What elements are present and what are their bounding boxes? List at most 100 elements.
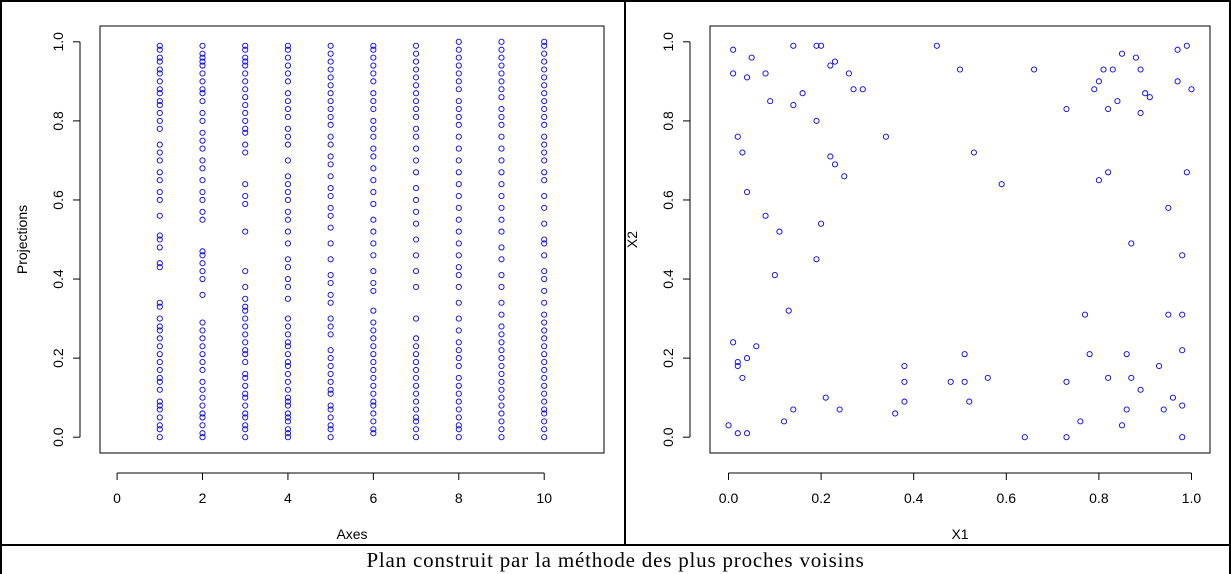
data-point [242, 54, 249, 61]
data-point [734, 133, 741, 140]
data-point [956, 66, 964, 73]
data-point [156, 264, 163, 271]
data-point [743, 74, 751, 81]
data-point [813, 42, 820, 49]
data-point [284, 398, 291, 405]
data-point [541, 38, 548, 45]
plot-area-box [709, 25, 1211, 454]
data-point [498, 38, 505, 45]
data-point [242, 351, 249, 358]
data-point [156, 315, 163, 322]
data-point [541, 236, 548, 243]
data-point [370, 402, 377, 409]
data-point [541, 311, 548, 318]
data-point [156, 351, 163, 358]
data-point [284, 275, 291, 283]
data-point [156, 406, 163, 413]
y-tick-label: 0.2 [660, 348, 676, 368]
data-point [498, 169, 505, 176]
data-point [498, 283, 505, 290]
data-point [1165, 311, 1172, 318]
data-point [156, 66, 163, 73]
data-point [413, 351, 420, 358]
y-tick-label: 1.0 [660, 32, 676, 52]
data-point [1077, 418, 1084, 425]
data-point [156, 125, 163, 132]
data-point [1081, 311, 1089, 318]
x-tick-label: 2 [199, 490, 207, 506]
data-point [370, 133, 377, 140]
data-point [541, 204, 548, 211]
data-point [455, 283, 462, 290]
data-point [413, 343, 420, 350]
data-point [284, 283, 291, 290]
data-point [1086, 351, 1093, 358]
data-point [498, 362, 505, 370]
x-tick-label: 0 [113, 490, 121, 506]
data-point [541, 42, 548, 49]
data-point [370, 279, 377, 287]
data-point [284, 42, 291, 49]
data-point [370, 252, 377, 259]
data-point [455, 382, 462, 389]
data-point [284, 228, 291, 235]
data-point [327, 291, 334, 298]
data-point [370, 117, 377, 124]
data-point [156, 359, 163, 366]
data-point [156, 260, 163, 267]
data-point [156, 98, 163, 105]
data-point [199, 137, 206, 144]
data-point [199, 252, 206, 259]
data-point [1128, 374, 1135, 381]
data-point [413, 359, 420, 366]
data-point [199, 414, 206, 421]
data-point [413, 220, 420, 227]
data-point [370, 287, 377, 294]
data-point [370, 78, 377, 85]
data-point [1137, 66, 1144, 73]
data-point [242, 307, 249, 314]
data-point [836, 406, 843, 413]
data-point [284, 323, 291, 330]
data-point [813, 117, 820, 124]
data-point [370, 307, 377, 314]
data-point [455, 181, 462, 188]
data-point [242, 410, 249, 417]
data-point [370, 189, 377, 196]
data-point [413, 125, 420, 132]
data-point [242, 181, 249, 188]
data-point [370, 125, 377, 132]
data-point [541, 343, 548, 350]
x-tick-label: 0.8 [1089, 490, 1109, 506]
data-point [242, 303, 249, 310]
data-point [498, 394, 505, 401]
data-point [413, 382, 420, 389]
data-point [242, 315, 249, 322]
x-tick-label: 1.0 [1182, 490, 1202, 506]
data-point [327, 98, 334, 105]
data-point [156, 149, 163, 156]
data-point [156, 374, 163, 381]
data-point [284, 125, 291, 132]
data-point [413, 169, 420, 176]
data-point [327, 204, 334, 211]
data-point [739, 149, 746, 156]
data-point [498, 370, 505, 377]
data-point [327, 355, 334, 362]
data-point [413, 335, 420, 342]
data-point [498, 311, 505, 318]
data-point [776, 228, 783, 235]
data-point [242, 370, 249, 377]
data-point [455, 54, 462, 61]
data-point [199, 248, 206, 255]
data-point [156, 86, 163, 93]
data-point [327, 362, 334, 370]
data-point [242, 200, 249, 207]
y-tick-label: 0.8 [50, 111, 66, 131]
data-point [370, 145, 377, 152]
data-point [242, 359, 249, 366]
data-point [199, 90, 206, 97]
data-point [327, 422, 334, 429]
data-point [1031, 66, 1038, 73]
data-point [1156, 362, 1163, 370]
